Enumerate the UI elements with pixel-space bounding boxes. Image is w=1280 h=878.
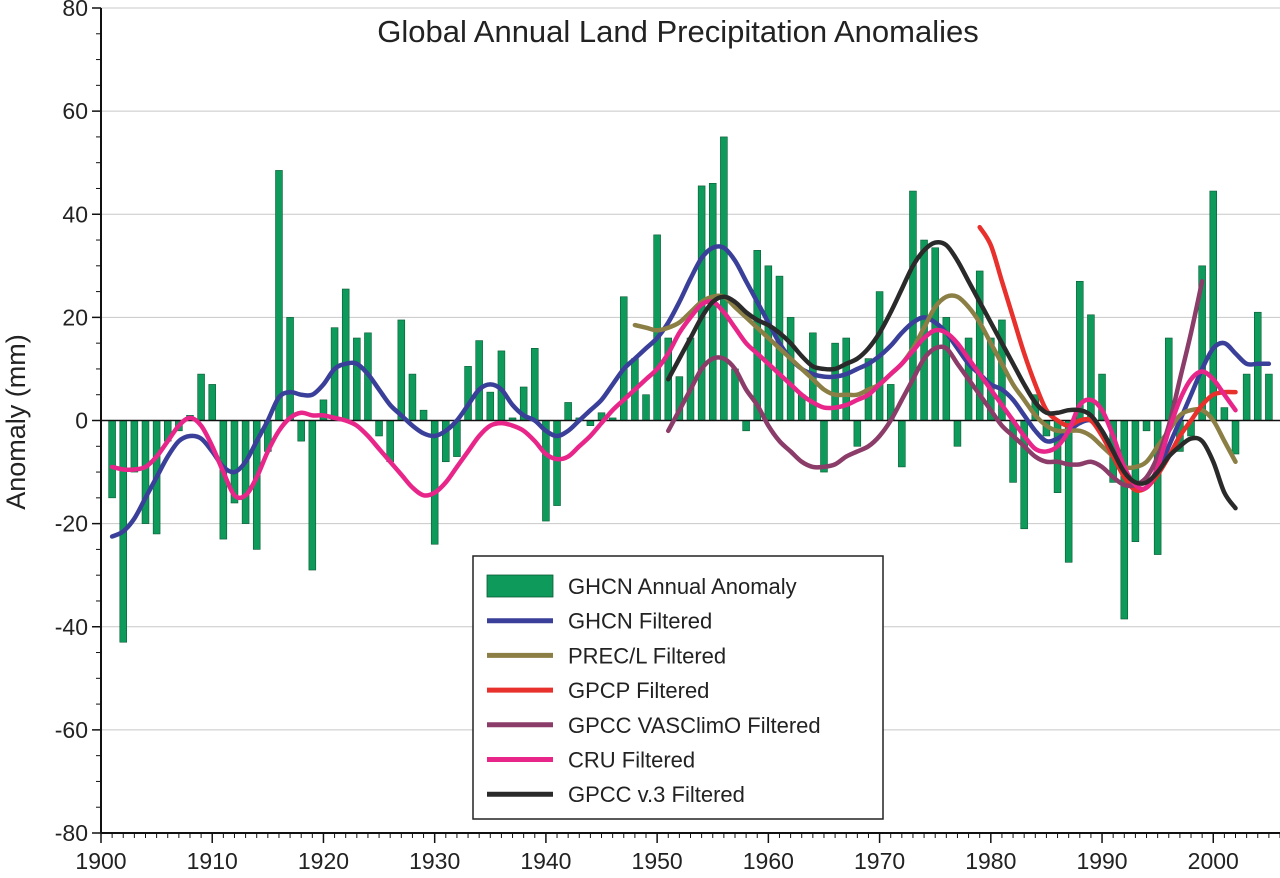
bar [408, 373, 417, 421]
bar [241, 420, 250, 524]
y-tick-label: 0 [75, 408, 88, 434]
bar [1009, 420, 1017, 483]
y-tick-label: 40 [62, 201, 88, 227]
x-tick-label: 1930 [409, 848, 460, 874]
bar [130, 420, 139, 473]
y-tick-label: -40 [55, 614, 88, 640]
bar [208, 384, 216, 421]
series-line-gpcc-vasclimo-filtered [666, 279, 1205, 489]
bar [1220, 407, 1229, 421]
y-tick-label: 80 [62, 0, 88, 21]
bar [397, 319, 406, 421]
y-tick-label: -60 [55, 717, 88, 743]
axes: -80 -60 -40 -20 0 20 40 60 80 1900 1910 1920 1930 194… [55, 0, 1280, 874]
x-tick-label: 2000 [1188, 848, 1239, 874]
bar [1087, 314, 1095, 421]
bar [720, 136, 728, 421]
series-line-prec-l-filtered [632, 293, 1238, 471]
bar [275, 170, 283, 421]
x-tick-label: 1900 [75, 848, 126, 874]
y-tick-label: -80 [55, 820, 88, 846]
series-line-ghcn-filtered [109, 244, 1272, 539]
chart-title: Global Annual Land Precipitation Anomali… [377, 14, 978, 49]
bar [286, 317, 294, 421]
legend-label-cru-filtered: CRU Filtered [568, 748, 695, 773]
bar [531, 348, 539, 421]
bar [586, 420, 595, 426]
bar [419, 409, 428, 421]
x-tick-label: 1910 [187, 848, 238, 874]
bar [297, 420, 305, 442]
x-tick-label: 1940 [520, 848, 571, 874]
bar [542, 420, 550, 522]
x-tick-label: 1970 [854, 848, 905, 874]
legend-label-gpcc-vasclimo-filtered: GPCC VASClimO Filtered [568, 713, 821, 738]
bar [1120, 420, 1129, 620]
series-lines [109, 224, 1272, 539]
bar [853, 420, 862, 447]
series-line-gpcc-v-3-filtered [666, 239, 1238, 511]
legend: GHCN Annual Anomaly GHCN Filtered PREC/L F… [472, 555, 884, 820]
bar [1254, 311, 1262, 421]
bar [653, 234, 661, 421]
legend-label-gpcp-filtered: GPCP Filtered [568, 678, 709, 703]
bar [898, 420, 906, 468]
legend-box [472, 555, 884, 820]
series-line-gpcp-filtered [977, 224, 1238, 494]
y-tick-label: 60 [62, 98, 88, 124]
x-tick-label: 1990 [1076, 848, 1127, 874]
bar [953, 420, 962, 447]
x-tick-label: 1950 [632, 848, 683, 874]
bar [341, 288, 350, 421]
bar [1209, 190, 1218, 421]
legend-label-prec-l-filtered: PREC/L Filtered [568, 643, 726, 668]
bar [931, 247, 939, 421]
bar [564, 402, 572, 421]
y-tick-label: -20 [55, 511, 88, 537]
series-line-cru-filtered [109, 299, 1238, 501]
bar [141, 420, 150, 524]
legend-label-gpcc-v-3-filtered: GPCC v.3 Filtered [568, 782, 745, 807]
bar [1231, 420, 1240, 455]
bar [375, 420, 383, 437]
y-tick-label: 20 [62, 304, 88, 330]
x-tick-label: 1960 [743, 848, 794, 874]
bar [642, 394, 650, 421]
bar [1142, 420, 1151, 432]
bar [475, 340, 483, 421]
bar [430, 420, 439, 545]
x-tick-label: 1920 [298, 848, 349, 874]
bar [1265, 373, 1273, 421]
bar [197, 373, 205, 421]
bar [753, 250, 761, 421]
y-axis-title: Anomaly (mm) [1, 334, 31, 510]
bar [1064, 420, 1073, 563]
legend-label-ghcn-filtered: GHCN Filtered [568, 609, 712, 634]
bar [108, 420, 116, 499]
bar [686, 337, 695, 421]
bar [353, 337, 361, 421]
x-tick-label: 1980 [965, 848, 1016, 874]
bar [308, 420, 317, 571]
bar [486, 391, 495, 421]
legend-swatch-ghcn-annual-anomaly [486, 574, 554, 598]
bar [1242, 373, 1251, 421]
bar [742, 420, 750, 432]
legend-label-ghcn-annual-anomaly: GHCN Annual Anomaly [568, 574, 797, 599]
bar [786, 317, 795, 421]
